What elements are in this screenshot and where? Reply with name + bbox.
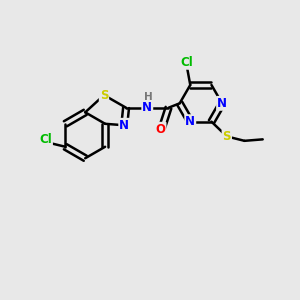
Text: N: N xyxy=(217,97,227,110)
Text: S: S xyxy=(223,130,231,143)
Text: O: O xyxy=(155,123,166,136)
Text: H: H xyxy=(144,92,153,102)
Text: S: S xyxy=(100,88,108,102)
Text: N: N xyxy=(119,119,129,132)
Text: Cl: Cl xyxy=(39,134,52,146)
Text: N: N xyxy=(185,115,195,128)
Text: Cl: Cl xyxy=(180,56,193,69)
Text: N: N xyxy=(142,101,152,114)
